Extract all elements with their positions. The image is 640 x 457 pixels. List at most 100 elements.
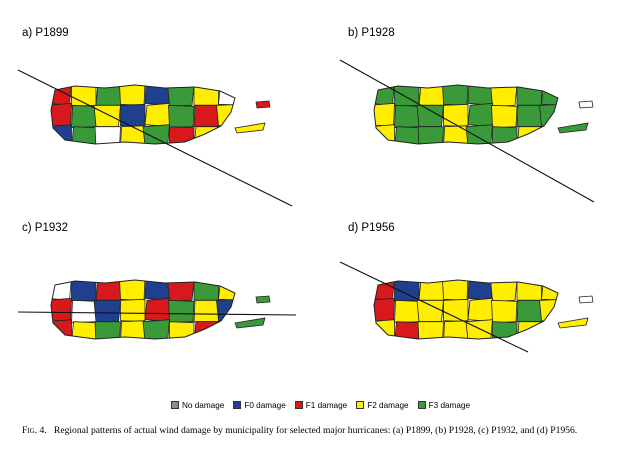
municipality xyxy=(539,298,558,323)
municipality xyxy=(142,124,170,144)
municipality xyxy=(169,321,195,339)
legend: No damage F0 damage F1 damage F2 damage … xyxy=(171,398,479,412)
caption-text: Regional patterns of actual wind damage … xyxy=(53,425,578,436)
municipality xyxy=(374,124,395,144)
legend-label: F3 damage xyxy=(428,400,471,410)
culebra-island xyxy=(255,295,271,304)
swatch-f0 xyxy=(233,401,242,409)
legend-item-f3: F3 damage xyxy=(417,400,471,410)
municipality xyxy=(169,126,195,144)
municipality xyxy=(394,126,422,144)
municipality xyxy=(465,124,493,144)
municipality xyxy=(120,298,146,323)
municipality xyxy=(516,104,543,128)
legend-item-no-damage: No damage xyxy=(171,401,224,410)
municipality xyxy=(394,321,422,339)
culebra-island xyxy=(255,100,271,109)
municipality xyxy=(541,85,558,106)
culebra-island xyxy=(578,100,594,109)
municipality xyxy=(374,102,395,128)
municipality xyxy=(120,103,146,128)
municipality xyxy=(374,85,395,106)
municipality xyxy=(93,104,121,128)
municipality xyxy=(443,125,470,144)
municipality xyxy=(374,297,395,323)
municipality xyxy=(167,280,195,302)
municipality xyxy=(93,299,121,323)
municipality xyxy=(51,124,72,144)
municipality xyxy=(394,104,421,129)
panel-label-a: a) P1899 xyxy=(22,27,69,39)
municipality xyxy=(167,85,195,107)
municipality xyxy=(491,299,518,324)
hurricane-track-line xyxy=(339,59,595,203)
municipality xyxy=(168,299,195,324)
municipality xyxy=(71,321,99,339)
municipality xyxy=(94,126,121,144)
municipality xyxy=(539,103,558,128)
hurricane-track-line xyxy=(17,311,297,316)
municipality xyxy=(144,85,171,106)
municipality xyxy=(94,321,121,339)
municipality xyxy=(417,321,444,339)
municipality xyxy=(51,319,72,339)
municipality xyxy=(51,102,72,128)
panel-label-c: c) P1932 xyxy=(22,222,69,234)
legend-item-f1: F1 damage xyxy=(294,400,348,410)
municipality xyxy=(374,319,395,339)
swatch-f3 xyxy=(417,401,426,409)
municipality xyxy=(491,104,518,129)
legend-label: F0 damage xyxy=(244,400,286,410)
municipality xyxy=(193,299,220,323)
municipality xyxy=(71,104,98,129)
vieques-island xyxy=(557,317,589,329)
figure-label: Fig. 4. xyxy=(22,425,47,436)
municipality xyxy=(120,320,147,339)
municipality xyxy=(193,104,220,128)
municipality xyxy=(443,320,470,339)
map-panel xyxy=(373,279,559,340)
municipality xyxy=(374,280,395,301)
municipality xyxy=(120,125,147,144)
municipality xyxy=(443,103,469,128)
municipality xyxy=(492,126,518,144)
island-outline xyxy=(373,279,559,340)
municipality xyxy=(144,102,172,128)
municipality xyxy=(416,299,444,323)
municipality xyxy=(465,319,493,339)
map-panel xyxy=(50,279,236,340)
municipality xyxy=(144,297,172,323)
municipality xyxy=(516,299,543,323)
municipality xyxy=(467,102,495,128)
municipality xyxy=(216,103,235,128)
municipality xyxy=(218,280,235,301)
legend-label: F1 damage xyxy=(305,400,348,410)
swatch-f2 xyxy=(356,401,365,409)
culebra-island xyxy=(578,295,594,304)
municipality xyxy=(144,280,171,301)
municipality xyxy=(216,298,235,323)
legend-label: No damage xyxy=(182,400,225,410)
municipality xyxy=(541,280,558,301)
municipality xyxy=(443,298,469,323)
damage-maps xyxy=(17,59,595,353)
legend-item-f2: F2 damage xyxy=(356,401,409,410)
hurricane-track-line xyxy=(17,69,293,207)
panel-label-b: b) P1928 xyxy=(348,27,395,39)
municipality xyxy=(51,280,72,301)
municipality xyxy=(51,297,72,323)
map-panel xyxy=(50,84,236,145)
municipality xyxy=(490,85,518,107)
swatch-f1 xyxy=(294,401,303,409)
municipality xyxy=(218,85,235,106)
municipality xyxy=(417,126,444,144)
hurricane-track-line xyxy=(339,261,529,353)
island-outline xyxy=(50,84,236,145)
island-outline xyxy=(50,279,236,340)
figure-caption: Fig. 4. Regional patterns of actual wind… xyxy=(22,425,618,437)
municipality xyxy=(394,299,421,324)
municipality xyxy=(467,85,494,106)
map-panel xyxy=(373,84,559,145)
municipality xyxy=(168,104,195,129)
municipality xyxy=(467,297,495,323)
